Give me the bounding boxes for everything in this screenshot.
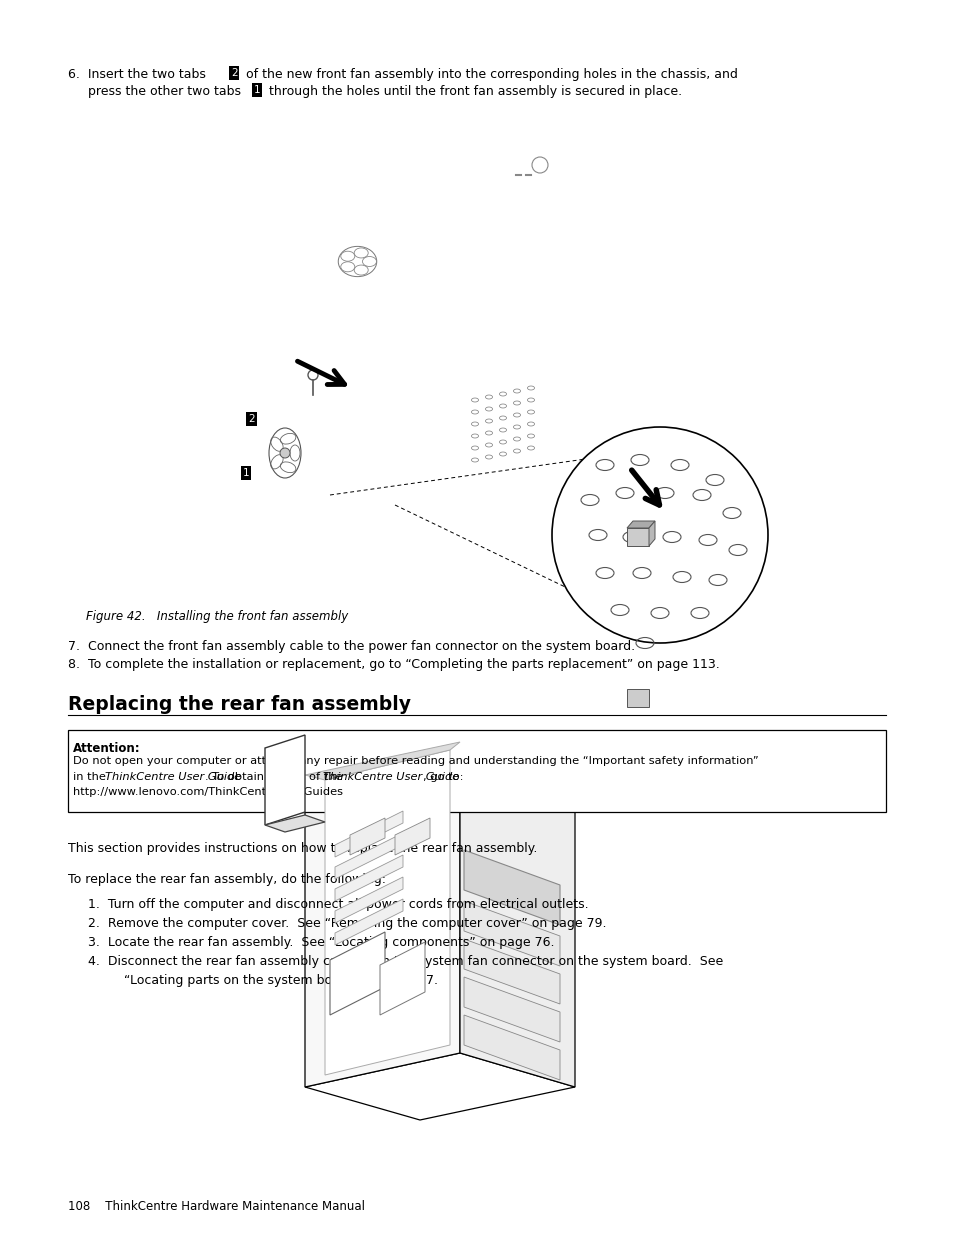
Text: Attention:: Attention: <box>73 742 140 755</box>
Text: 7.  Connect the front fan assembly cable to the power fan connector on the syste: 7. Connect the front fan assembly cable … <box>68 640 635 653</box>
Polygon shape <box>379 942 424 1015</box>
Text: This section provides instructions on how to replace the rear fan assembly.: This section provides instructions on ho… <box>68 842 537 855</box>
FancyBboxPatch shape <box>68 730 885 811</box>
Polygon shape <box>305 742 459 781</box>
Text: Figure 42.   Installing the front fan assembly: Figure 42. Installing the front fan asse… <box>86 610 348 622</box>
Polygon shape <box>265 815 325 832</box>
Text: 108    ThinkCentre Hardware Maintenance Manual: 108 ThinkCentre Hardware Maintenance Man… <box>68 1200 365 1213</box>
Text: 1.  Turn off the computer and disconnect all power cords from electrical outlets: 1. Turn off the computer and disconnect … <box>88 898 588 911</box>
Text: “Locating parts on the system board” on page 77.: “Locating parts on the system board” on … <box>104 974 437 987</box>
Polygon shape <box>335 811 402 857</box>
Polygon shape <box>463 977 559 1042</box>
Text: To replace the rear fan assembly, do the following:: To replace the rear fan assembly, do the… <box>68 873 386 885</box>
Polygon shape <box>463 1015 559 1079</box>
Polygon shape <box>305 742 459 1087</box>
Text: Replacing the rear fan assembly: Replacing the rear fan assembly <box>68 695 411 714</box>
Polygon shape <box>463 850 559 925</box>
Polygon shape <box>648 521 655 546</box>
Text: ThinkCentre User Guide: ThinkCentre User Guide <box>105 772 241 782</box>
Polygon shape <box>305 1053 575 1120</box>
Polygon shape <box>325 750 450 1074</box>
Polygon shape <box>335 899 402 945</box>
Polygon shape <box>626 529 648 546</box>
Polygon shape <box>335 832 402 879</box>
Polygon shape <box>395 818 430 855</box>
Text: 3.  Locate the rear fan assembly.  See “Locating components” on page 76.: 3. Locate the rear fan assembly. See “Lo… <box>88 936 554 948</box>
Polygon shape <box>459 742 575 1087</box>
Text: http://www.lenovo.com/ThinkCentreUserGuides: http://www.lenovo.com/ThinkCentreUserGui… <box>73 787 343 797</box>
Polygon shape <box>265 735 305 825</box>
Polygon shape <box>330 932 385 1015</box>
Polygon shape <box>335 855 402 902</box>
Text: 2: 2 <box>231 68 237 78</box>
Text: 1: 1 <box>243 468 250 478</box>
Circle shape <box>280 448 290 458</box>
Polygon shape <box>463 902 559 966</box>
Circle shape <box>552 427 767 643</box>
Text: 2.  Remove the computer cover.  See “Removing the computer cover” on page 79.: 2. Remove the computer cover. See “Remov… <box>88 918 606 930</box>
Text: , go to:: , go to: <box>423 772 463 782</box>
Polygon shape <box>463 939 559 1004</box>
Text: 2: 2 <box>248 414 254 424</box>
Text: of the new front fan assembly into the corresponding holes in the chassis, and: of the new front fan assembly into the c… <box>242 68 737 82</box>
Text: ThinkCentre User Guide: ThinkCentre User Guide <box>323 772 459 782</box>
Text: in the: in the <box>73 772 110 782</box>
Text: press the other two tabs: press the other two tabs <box>68 85 245 98</box>
Text: through the holes until the front fan assembly is secured in place.: through the holes until the front fan as… <box>265 85 681 98</box>
Polygon shape <box>626 689 648 706</box>
Polygon shape <box>350 818 385 855</box>
Text: Do not open your computer or attempt any repair before reading and understanding: Do not open your computer or attempt any… <box>73 756 758 766</box>
Text: 6.  Insert the two tabs: 6. Insert the two tabs <box>68 68 210 82</box>
Text: 4.  Disconnect the rear fan assembly cable from the system fan connector on the : 4. Disconnect the rear fan assembly cabl… <box>88 955 722 968</box>
Text: 8.  To complete the installation or replacement, go to “Completing the parts rep: 8. To complete the installation or repla… <box>68 658 719 671</box>
Polygon shape <box>335 877 402 923</box>
Text: . To obtain a copy of the: . To obtain a copy of the <box>205 772 346 782</box>
Polygon shape <box>626 521 655 529</box>
Text: 1: 1 <box>253 85 260 95</box>
